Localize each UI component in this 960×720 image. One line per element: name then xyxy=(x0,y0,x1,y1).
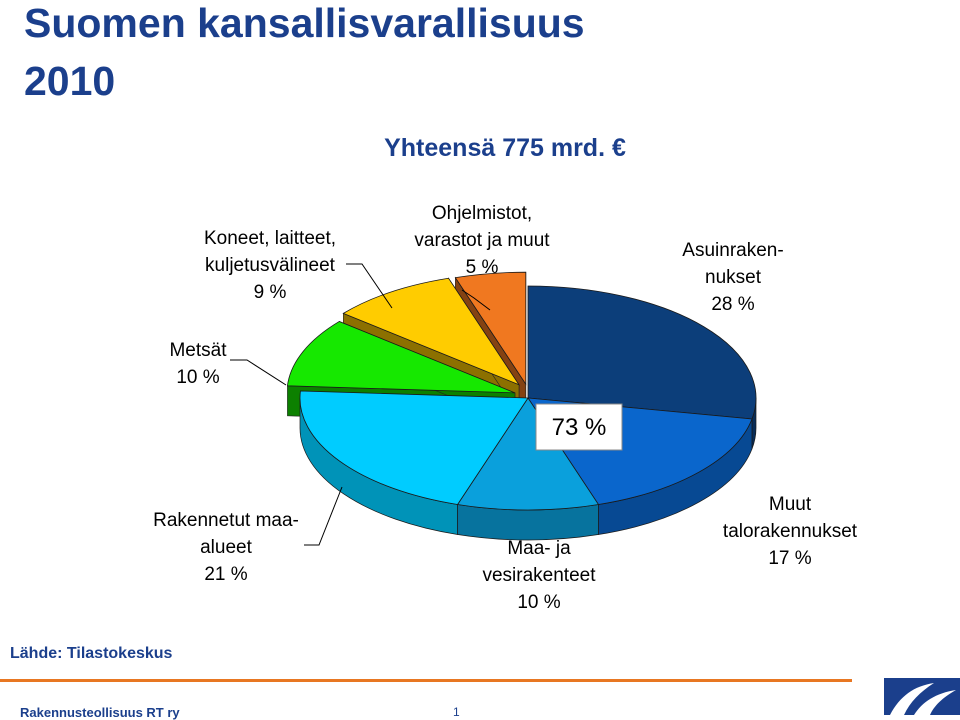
slice-0 xyxy=(527,285,757,420)
slice-4 xyxy=(286,321,516,394)
leader-line-4 xyxy=(230,359,287,386)
rt-logo-icon xyxy=(884,678,960,715)
annotation-label: 73 % xyxy=(552,414,607,441)
slice-label-4: Metsät 10 % xyxy=(169,340,227,388)
slice-6 xyxy=(454,271,527,386)
slice-label-0: Asuinraken-nukset 28 % xyxy=(682,240,783,315)
slice-label-1: Muut talorakennukset 17 % xyxy=(723,494,858,569)
slice-label-5: Koneet, laitteet, kuljetusvälineet 9 % xyxy=(204,228,336,303)
label-leaders xyxy=(230,263,491,546)
leader-line-3 xyxy=(304,486,343,546)
pie-tops xyxy=(286,271,757,511)
page-number: 1 xyxy=(453,705,460,719)
footer-org: Rakennusteollisuus RT ry xyxy=(20,705,180,720)
page-title-line-2: 2010 xyxy=(24,58,116,104)
source-note: Lähde: Tilastokeskus xyxy=(10,645,173,662)
annotation: 73 % xyxy=(535,403,623,451)
chart-title: Yhteensä 775 mrd. € xyxy=(384,134,626,162)
slice-label-2: Maa- ja vesirakenteet 10 % xyxy=(482,538,596,613)
leader-line-6 xyxy=(461,289,491,311)
page-title: Suomen kansallisvarallisuus 2010 xyxy=(24,0,585,110)
annotation-box xyxy=(535,403,623,451)
slice-labels: Asuinraken-nukset 28 % Muut talorakennukset… xyxy=(153,203,858,613)
slice-label-6: Ohjelmistot, varastot ja muut 5 % xyxy=(414,203,550,278)
slice-label-3: Rakennetut maa-alueet 21 % xyxy=(153,510,299,585)
footer-rule xyxy=(0,679,852,682)
slice-5 xyxy=(342,277,521,386)
slice-2 xyxy=(456,397,600,511)
leader-line-5 xyxy=(346,263,393,309)
pie-chart: Asuinraken-nukset 28 % Muut talorakennukset… xyxy=(153,203,858,613)
slice-3 xyxy=(299,390,529,505)
page-title-line-1: Suomen kansallisvarallisuus xyxy=(24,0,585,46)
